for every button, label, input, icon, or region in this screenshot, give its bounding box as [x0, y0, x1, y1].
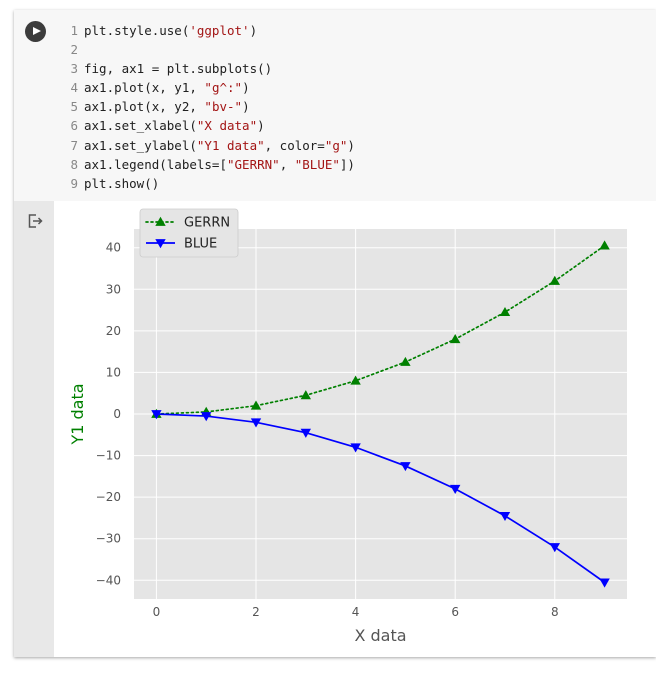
- line-number: 3: [70, 61, 78, 77]
- code-token: ax1.plot(x, y2,: [84, 99, 205, 115]
- data-point: [350, 443, 361, 453]
- string-token: "bv-": [204, 99, 243, 115]
- output-area: 0 2 4 6 8 −40 −30 −20 −10 0 10 20 30 40 X data Y1 data G…: [54, 201, 656, 657]
- data-point: [449, 484, 461, 495]
- legend-marker: [155, 216, 166, 226]
- string-token: "X data": [196, 118, 258, 134]
- y-tick-label: −30: [96, 532, 121, 546]
- x-tick-label: 6: [451, 605, 459, 619]
- code-token: ,: [279, 156, 295, 172]
- code-token: ): [249, 23, 258, 38]
- y-tick-label: 20: [106, 324, 121, 338]
- code-line[interactable]: 4 ax1.plot(x, y1, "g^:"): [62, 78, 355, 97]
- x-axis-label: X data: [354, 626, 406, 645]
- line-number: 8: [70, 156, 78, 172]
- code-line[interactable]: 9 plt.show(): [62, 174, 355, 193]
- y-tick-label: −20: [96, 490, 121, 504]
- legend-marker: [155, 239, 166, 249]
- code-token: ): [347, 137, 355, 153]
- data-point: [449, 333, 461, 344]
- line-number: 5: [70, 99, 78, 115]
- line-number: 4: [70, 80, 78, 96]
- data-point: [151, 410, 162, 420]
- y-tick-label: −10: [96, 449, 121, 463]
- output-gutter: [14, 201, 54, 657]
- line-number: 1: [70, 23, 78, 38]
- line-number: 6: [70, 118, 78, 134]
- code-token: ax1.set_ylabel(: [84, 137, 197, 153]
- code-line[interactable]: 6 ax1.set_xlabel("X data"): [62, 116, 355, 135]
- y-tick-label: 10: [106, 365, 121, 379]
- data-point: [300, 428, 312, 438]
- x-tick-label: 2: [252, 605, 260, 619]
- string-token: "GERRN": [227, 156, 280, 172]
- code-line[interactable]: 2: [62, 40, 355, 59]
- line-chart: 0 2 4 6 8 −40 −30 −20 −10 0 10 20 30 40 X data Y1 data G…: [68, 208, 627, 645]
- string-token: "Y1 data": [196, 137, 265, 153]
- legend-label: GERRN: [184, 216, 230, 231]
- data-point: [250, 418, 262, 428]
- data-point: [400, 462, 411, 472]
- data-point: [549, 543, 560, 553]
- code-lines[interactable]: 1 plt.style.use('ggplot') 2 3 fig, ax1 = plt…: [62, 21, 355, 193]
- x-tick-label: 0: [153, 605, 161, 619]
- code-line[interactable]: 3 fig, ax1 = plt.subplots(): [62, 59, 355, 78]
- line-number: 7: [70, 137, 78, 153]
- y-tick-label: −40: [96, 573, 121, 587]
- code-token: ax1.plot(x, y1,: [84, 80, 205, 96]
- code-line[interactable]: 7 ax1.set_ylabel("Y1 data", color="g"): [62, 136, 355, 155]
- code-token: ): [242, 80, 250, 96]
- data-point: [400, 356, 411, 366]
- series-line-gerrn: [155, 244, 606, 415]
- code-token: plt.style.use(: [84, 23, 190, 38]
- legend-label: BLUE: [184, 237, 217, 252]
- notebook-cell: 1 plt.style.use('ggplot') 2 3 fig, ax1 = plt…: [14, 10, 656, 657]
- code-line[interactable]: 8 ax1.legend(labels=["GERRN", "BLUE"]): [62, 155, 355, 174]
- y-tick-label: 40: [106, 241, 121, 255]
- code-token: plt.show(): [84, 175, 160, 191]
- code-token: ax1.set_xlabel(: [84, 118, 197, 134]
- legend: GERRN BLUE: [139, 208, 239, 258]
- data-point: [599, 578, 610, 588]
- line-number: 2: [70, 42, 78, 58]
- string-token: "BLUE": [294, 156, 340, 172]
- x-tick-label: 8: [551, 605, 559, 619]
- code-token: ): [257, 118, 265, 134]
- data-point: [250, 400, 262, 410]
- code-line[interactable]: 1 plt.style.use('ggplot'): [62, 21, 355, 40]
- code-editor[interactable]: 1 plt.style.use('ggplot') 2 3 fig, ax1 = plt…: [14, 10, 656, 201]
- code-token: fig, ax1 = plt.subplots(): [84, 61, 273, 77]
- y-tick-label: 0: [113, 407, 121, 421]
- data-point: [201, 412, 212, 422]
- series-line-blue: [156, 413, 606, 584]
- play-circle-icon[interactable]: [25, 21, 46, 42]
- data-point: [350, 375, 361, 385]
- legend-box: [139, 208, 239, 258]
- line-number: 9: [70, 175, 78, 191]
- y-tick-label: 30: [106, 282, 121, 296]
- code-token: ]): [339, 156, 355, 172]
- string-token: "g^:": [204, 80, 243, 96]
- code-line[interactable]: 5 ax1.plot(x, y2, "bv-"): [62, 97, 355, 116]
- data-point: [549, 275, 560, 285]
- code-token: ax1.legend(labels=[: [84, 156, 227, 172]
- output-arrow-icon[interactable]: [27, 213, 43, 229]
- string-token: 'ggplot': [189, 23, 250, 38]
- x-tick-label: 4: [352, 605, 360, 619]
- code-token: ): [242, 99, 250, 115]
- code-token: , color=: [264, 137, 325, 153]
- y-axis-label: Y1 data: [68, 383, 87, 445]
- data-point: [599, 240, 610, 250]
- string-token: "g": [324, 137, 348, 153]
- data-point: [300, 390, 312, 400]
- data-point: [499, 511, 511, 522]
- data-point: [499, 306, 511, 317]
